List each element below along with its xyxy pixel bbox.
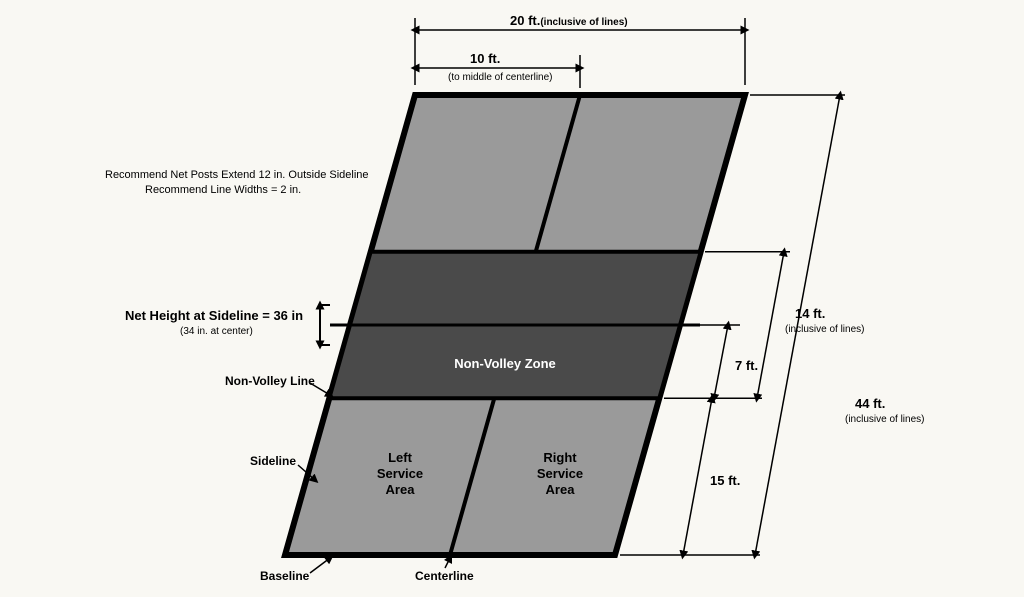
court-diagram: Non-Volley Zone Left Service Area Right … (0, 0, 1024, 597)
dim-15ft (683, 398, 712, 555)
dim-14ft (757, 252, 784, 398)
baseline-label: Baseline (260, 569, 310, 583)
left-service-label-3: Area (386, 482, 416, 497)
nvz-label: Non-Volley Zone (454, 356, 556, 371)
right-service-label-2: Service (537, 466, 583, 481)
dim-14ft-label: 14 ft. (795, 306, 825, 321)
left-service-label-1: Left (388, 450, 413, 465)
dim-10ft-label: 10 ft. (470, 51, 500, 66)
dim-7ft (714, 325, 728, 398)
leader (310, 383, 330, 395)
note-line-1: Recommend Net Posts Extend 12 in. Outsid… (105, 169, 369, 181)
right-service-label-1: Right (543, 450, 577, 465)
dim-7ft-label: 7 ft. (735, 358, 758, 373)
leader (310, 558, 330, 573)
dim-44ft-label: 44 ft. (855, 396, 885, 411)
left-service-label-2: Service (377, 466, 423, 481)
dim-15ft-label: 15 ft. (710, 473, 740, 488)
nvl-label: Non-Volley Line (225, 374, 315, 388)
dim-10ft-note: (to middle of centerline) (448, 72, 553, 83)
net-height-label: Net Height at Sideline = 36 in (125, 308, 303, 323)
note-line-2: Recommend Line Widths = 2 in. (145, 184, 301, 196)
dim-14ft-note: (inclusive of lines) (785, 324, 864, 335)
net-height-note: (34 in. at center) (180, 326, 253, 337)
leader (445, 558, 450, 568)
dim-20ft-label: 20 ft.(inclusive of lines) (510, 13, 628, 28)
right-service-label-3: Area (546, 482, 576, 497)
sideline-label: Sideline (250, 454, 296, 468)
dim-44ft-note: (inclusive of lines) (845, 414, 924, 425)
net-post-bracket (320, 305, 330, 345)
centerline-label: Centerline (415, 569, 474, 583)
